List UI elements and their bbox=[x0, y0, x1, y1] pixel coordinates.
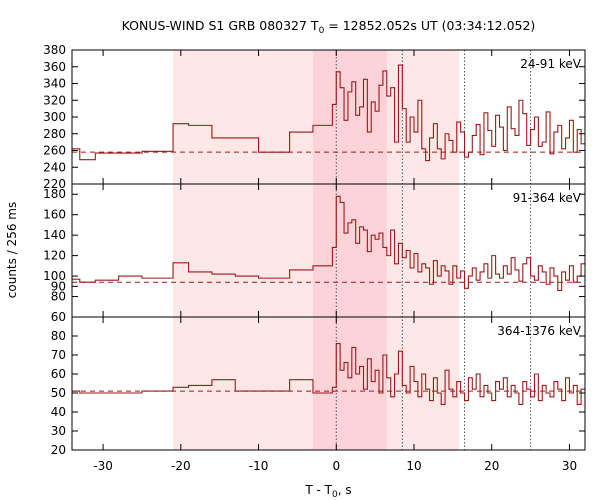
panel-frame bbox=[71, 316, 586, 451]
x-axis-label: T - T0, s bbox=[304, 483, 351, 500]
panel-1: 220 240 260 280 300 320 340 360 380 24-91 keV bbox=[43, 43, 586, 191]
x-tick-label: 20 bbox=[484, 459, 499, 473]
x-axis-label-rest: , s bbox=[338, 483, 352, 497]
chart-title-main: KONUS-WIND S1 GRB 080327 T bbox=[122, 18, 319, 33]
y-tick-label: 140 bbox=[43, 228, 66, 242]
y-tick-label: 80 bbox=[51, 290, 66, 304]
y-tick-label: 100 bbox=[43, 269, 66, 283]
light-curve-series bbox=[72, 343, 585, 405]
y-tick-label: 60 bbox=[51, 310, 66, 324]
y-tick-label: 120 bbox=[43, 249, 66, 263]
energy-band-label: 24-91 keV bbox=[520, 57, 582, 71]
y-tick-label: 220 bbox=[43, 177, 66, 191]
y-tick-label: 280 bbox=[43, 127, 66, 141]
light-curve-series bbox=[72, 64, 585, 162]
y-tick-label: 360 bbox=[43, 60, 66, 74]
y-tick-label: 260 bbox=[43, 144, 66, 158]
y-tick-label: 340 bbox=[43, 77, 66, 91]
y-tick-label: 30 bbox=[51, 424, 66, 438]
y-tick-label: 60 bbox=[51, 367, 66, 381]
x-tick-label: 30 bbox=[562, 459, 577, 473]
x-tick-label: 0 bbox=[332, 459, 340, 473]
chart-title-subscript: 0 bbox=[319, 26, 325, 36]
panel-3: 20 30 40 50 60 70 80 364-1376 keV bbox=[51, 316, 586, 457]
chart-title: KONUS-WIND S1 GRB 080327 T0 = 12852.052s… bbox=[122, 18, 536, 36]
y-axis-label: counts / 256 ms bbox=[5, 202, 19, 298]
y-tick-label: 240 bbox=[43, 160, 66, 174]
y-tick-label: 50 bbox=[51, 386, 66, 400]
energy-band-label: 91-364 keV bbox=[513, 191, 582, 205]
shade-region-inner bbox=[312, 50, 387, 450]
chart-title-rest: = 12852.052s UT (03:34:12.052) bbox=[324, 18, 535, 33]
y-tick-label: 80 bbox=[51, 329, 66, 343]
x-tick-label: -30 bbox=[93, 459, 113, 473]
y-tick-label: 320 bbox=[43, 93, 66, 107]
y-tick-label: 380 bbox=[43, 43, 66, 57]
x-axis-label-main: T - T bbox=[304, 483, 332, 497]
x-tick-label: 10 bbox=[406, 459, 421, 473]
light-curve-series bbox=[72, 195, 585, 291]
y-tick-label: 20 bbox=[51, 443, 66, 457]
y-tick-label: 40 bbox=[51, 405, 66, 419]
y-tick-label: 160 bbox=[43, 208, 66, 222]
x-tick-label: -10 bbox=[249, 459, 269, 473]
x-tick-label: -20 bbox=[171, 459, 191, 473]
y-tick-label: 180 bbox=[43, 187, 66, 201]
y-tick-label: 90 bbox=[51, 279, 66, 293]
y-tick-label: 70 bbox=[51, 348, 66, 362]
y-tick-label: 300 bbox=[43, 110, 66, 124]
x-axis-label-subscript: 0 bbox=[332, 490, 338, 500]
energy-band-label: 364-1376 keV bbox=[497, 324, 581, 338]
